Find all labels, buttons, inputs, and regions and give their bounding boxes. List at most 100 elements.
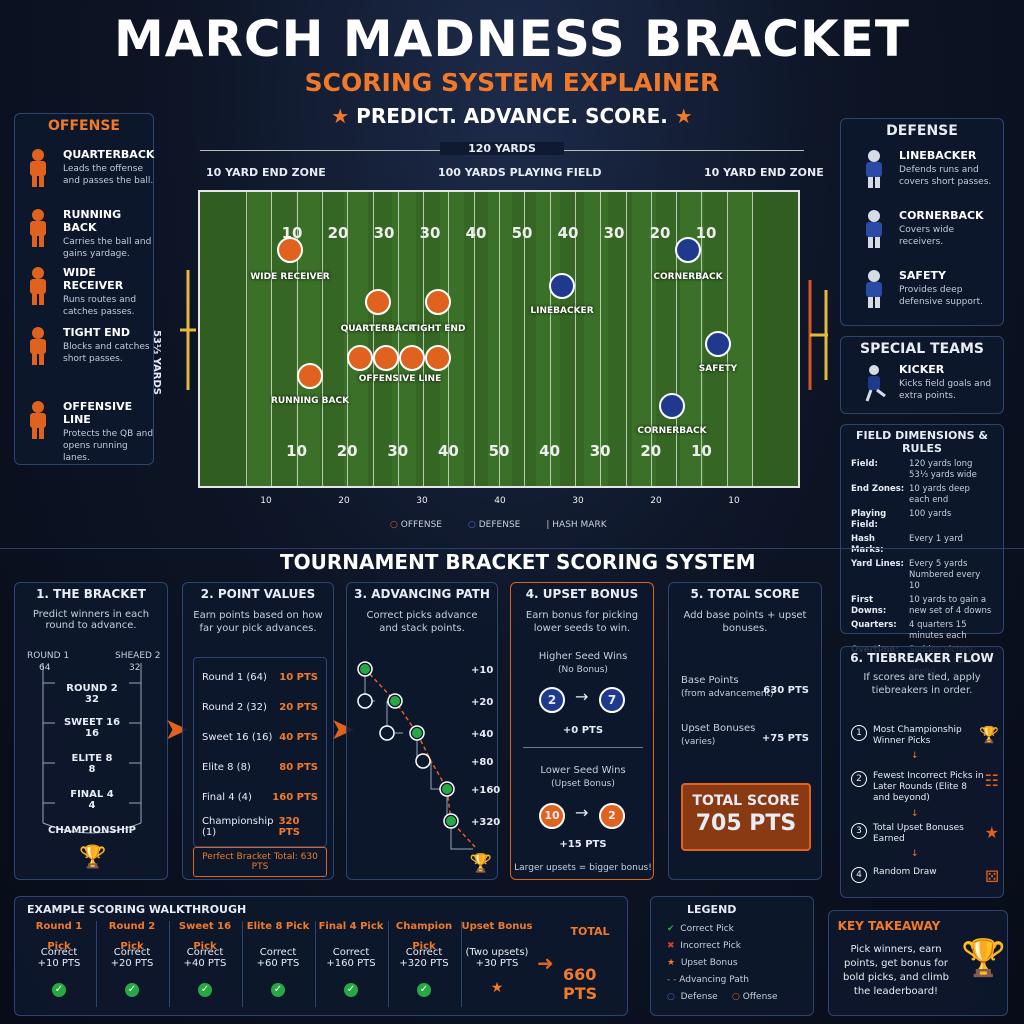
- player-ol-icon: [425, 345, 451, 371]
- total-score-panel: 5. TOTAL SCORE Add base points + upset b…: [668, 582, 822, 880]
- football-field: 10 20 30 30 40 50 40 30 20 10 10 20 30 40 50 40 30 20 10 WI…: [198, 190, 800, 488]
- points-desc: Earn points based on how far your pick a…: [193, 610, 323, 634]
- yard-line: [549, 192, 551, 486]
- point-row: Sweet 16 (16) 40 PTS: [202, 731, 318, 743]
- yard-line: [246, 192, 247, 486]
- check-icon: ✓: [198, 983, 212, 997]
- yard-line: [271, 192, 273, 486]
- walk-column: Champion Pick Correct +320 PTS ✓: [395, 921, 453, 997]
- dims-row: Playing Field: 100 yards: [851, 509, 952, 530]
- walk-column: Round 1 Pick Correct +10 PTS ✓: [35, 921, 83, 997]
- field-width-label: 53⅓ YARDS: [151, 330, 162, 395]
- key-takeaway-panel: KEY TAKEAWAY Pick winners, earn points, …: [828, 910, 1008, 1016]
- offense-title: OFFENSE: [48, 118, 120, 134]
- right-endzone-label: 10 YARD END ZONE: [704, 166, 824, 179]
- trophy-icon: 🏆: [469, 853, 493, 874]
- perfect-bracket-total: Perfect Bracket Total: 630 PTS: [193, 847, 327, 877]
- player-cb2-icon: [659, 393, 685, 419]
- player-label: SAFETY: [698, 364, 738, 374]
- role-desc: Carries the ball and gains yardage.: [63, 237, 152, 259]
- player-label: LINEBACKER: [530, 306, 594, 316]
- path-value: +320: [471, 817, 501, 828]
- role-name: SAFETY: [899, 269, 946, 282]
- dims-row: End Zones: 10 yards deep each end: [851, 484, 970, 505]
- offense-role: QUARTERBACK Leads the offense and passes …: [23, 148, 157, 188]
- check-icon: ✓: [271, 983, 285, 997]
- tiebreaker-panel: 6. TIEBREAKER FLOW If scores are tied, a…: [840, 646, 1004, 898]
- yard-number: 40: [437, 442, 459, 460]
- flow-arrow-icon: ↓: [911, 751, 919, 761]
- playing-field-label: 100 YARDS PLAYING FIELD: [438, 166, 602, 179]
- yard-number: 40: [465, 224, 487, 242]
- dims-title: FIELD DIMENSIONS & RULES: [856, 429, 988, 455]
- yard-line: [372, 192, 374, 486]
- offensive-line-icon: [30, 401, 46, 439]
- flow-arrow-icon: ↓: [911, 849, 919, 859]
- walk-total-value: 660 PTS: [563, 965, 598, 1003]
- player-ol-icon: [399, 345, 425, 371]
- role-name: WIDE RECEIVER: [63, 266, 124, 292]
- dims-row: First Downs: 10 yards to gain a new set o…: [851, 595, 992, 616]
- offense-role: RUNNING BACK Carries the ball and gains y…: [23, 208, 157, 260]
- points-title: 2. POINT VALUES: [200, 587, 316, 601]
- role-desc: Defends runs and covers short passes.: [899, 165, 992, 187]
- ruler-number: 10: [260, 496, 272, 506]
- path-value: +10: [471, 665, 494, 676]
- yard-line: [524, 192, 526, 486]
- defense-role: SAFETY Provides deep defensive support.: [859, 269, 993, 309]
- player-lb-icon: [549, 273, 575, 299]
- role-desc: Provides deep defensive support.: [899, 285, 983, 307]
- ruler-number: 40: [494, 496, 506, 506]
- defense-panel: DEFENSE LINEBACKER Defends runs and cover…: [840, 118, 1004, 326]
- path-value: +20: [471, 697, 494, 708]
- role-desc: Leads the offense and passes the ball.: [63, 164, 154, 186]
- yard-line: [752, 192, 753, 486]
- walk-column: Round 2 Pick Correct +20 PTS ✓: [108, 921, 156, 997]
- yard-number: 30: [373, 224, 395, 242]
- advancing-path-panel: 3. ADVANCING PATH Correct picks advance …: [346, 582, 501, 880]
- walk-title: EXAMPLE SCORING WALKTHROUGH: [27, 903, 247, 916]
- point-row: Round 2 (32) 20 PTS: [202, 701, 318, 713]
- player-ol-icon: [347, 345, 373, 371]
- upset-desc: Earn bonus for picking lower seeds to wi…: [525, 610, 639, 634]
- point-row: Championship (1) 320 PTS: [202, 816, 300, 838]
- tiebreak-desc: If scores are tied, apply tiebreakers in…: [863, 672, 981, 696]
- player-s-icon: [705, 331, 731, 357]
- field-length-label: 120 YARDS: [200, 142, 804, 158]
- dims-row: Field: 120 yards long 53⅓ yards wide: [851, 459, 977, 480]
- yard-line: [650, 192, 652, 486]
- tiebreak-item: 2 Fewest Incorrect Picks in Later Rounds …: [851, 771, 999, 804]
- role-name: RUNNING BACK: [63, 208, 122, 234]
- yard-number: 20: [640, 442, 662, 460]
- field-dimensions-panel: FIELD DIMENSIONS & RULES Field: 120 yards…: [840, 424, 1004, 677]
- point-row: Round 1 (64) 10 PTS: [202, 671, 318, 683]
- field-ruler: 10 20 30 40 30 20 10: [240, 494, 760, 514]
- point-row: Elite 8 (8) 80 PTS: [202, 761, 318, 773]
- offense-role: OFFENSIVE LINE Protects the QB and opens …: [23, 400, 157, 464]
- yard-number: 30: [387, 442, 409, 460]
- offense-panel: OFFENSE QUARTERBACK Leads the offense and…: [14, 113, 154, 465]
- role-desc: Blocks and catches short passes.: [63, 342, 150, 364]
- yard-line: [423, 192, 425, 486]
- defense-role: LINEBACKER Defends runs and covers short …: [859, 149, 993, 189]
- kicker-icon: [865, 365, 886, 402]
- legend-panel: LEGEND ✔ Correct Pick ✖ Incorrect Pick ★…: [650, 896, 814, 1016]
- ruler-number: 20: [338, 496, 350, 506]
- advancing-path-diagram: [357, 661, 478, 850]
- yard-line: [296, 192, 298, 486]
- yard-line: [397, 192, 399, 486]
- yard-line: [347, 192, 349, 486]
- tiebreak-item: 1 Most Championship Winner Picks 🏆: [851, 725, 999, 747]
- flow-arrow-icon: ↓: [911, 809, 919, 819]
- bracket-icon: ☷: [984, 771, 999, 790]
- yard-number: 10: [690, 442, 712, 460]
- total-desc: Add base points + upset bonuses.: [683, 610, 807, 634]
- yard-line: [321, 192, 323, 486]
- tagline: ★ PREDICT. ADVANCE. SCORE. ★: [331, 104, 693, 128]
- right-goalpost-icon: [808, 280, 828, 390]
- path-desc: Correct picks advance and stack points.: [366, 610, 478, 634]
- yard-number: 20: [327, 224, 349, 242]
- ruler-number: 30: [416, 496, 428, 506]
- player-label: OFFENSIVE LINE: [358, 374, 442, 384]
- linebacker-icon: [866, 150, 882, 188]
